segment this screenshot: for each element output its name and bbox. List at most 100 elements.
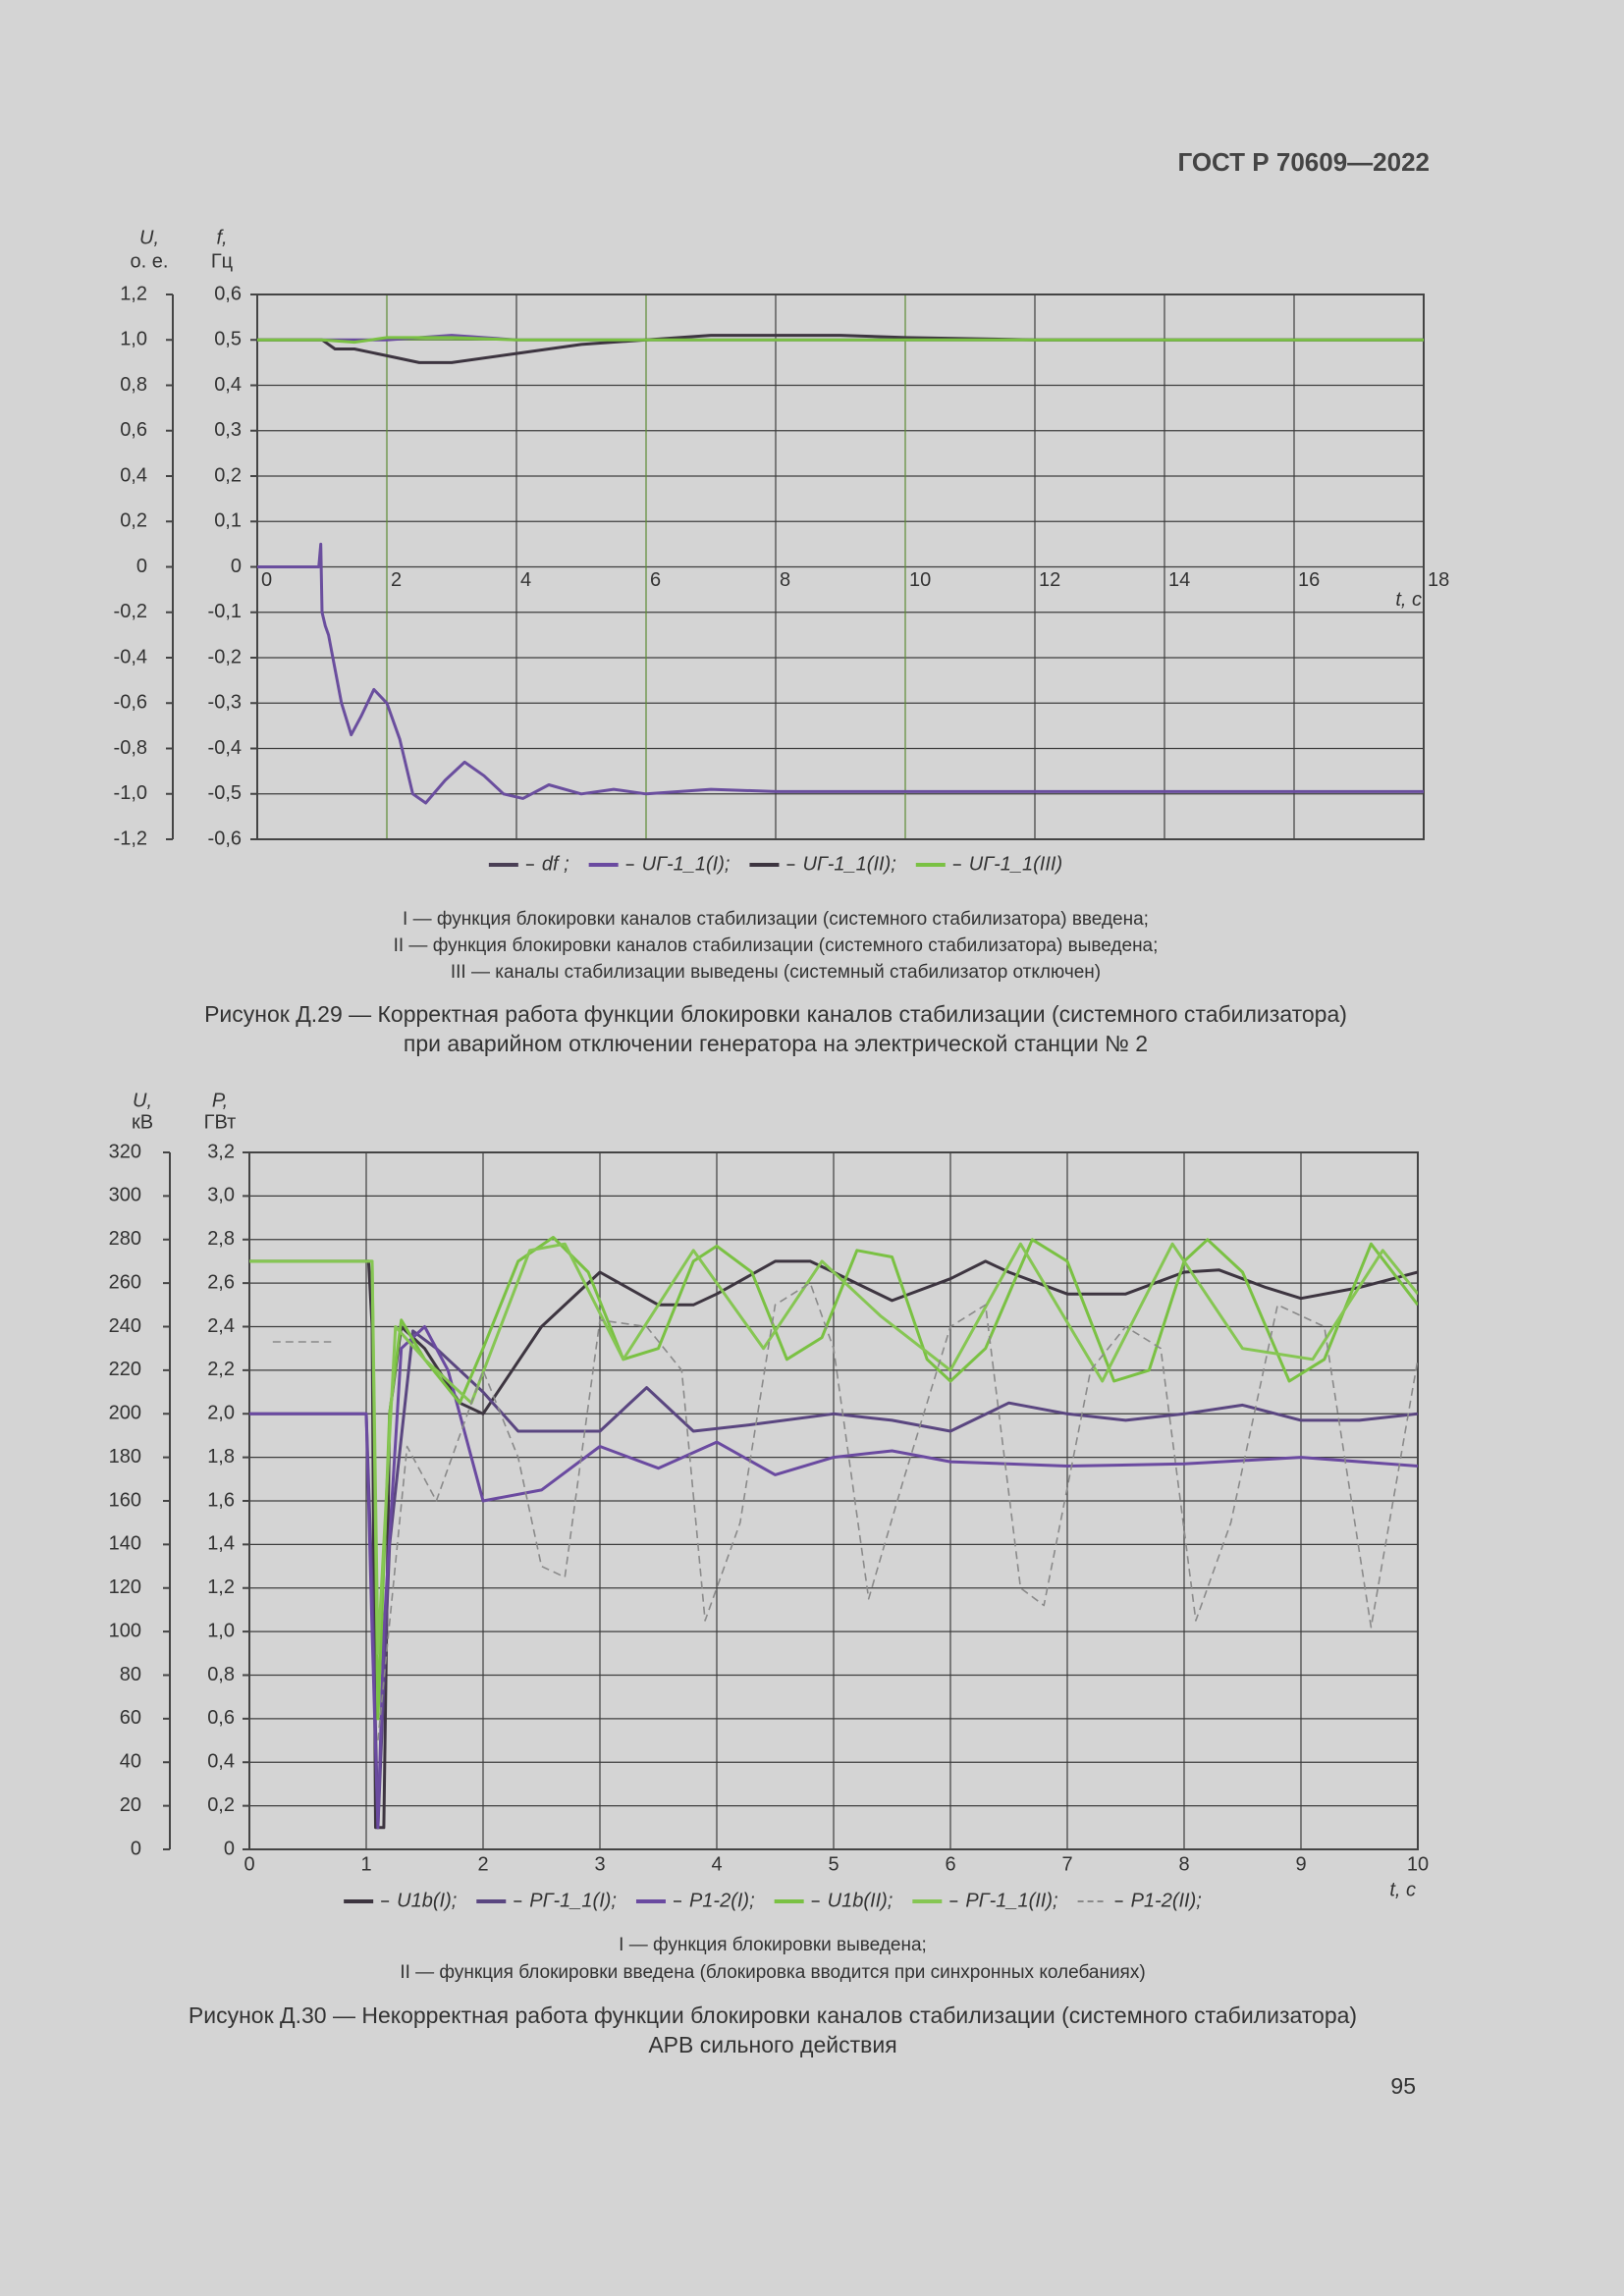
- y2-tick-label: -0,2: [208, 646, 242, 667]
- legend-label: P1-2(I);: [689, 1890, 755, 1911]
- x-tick-label: 8: [1178, 1853, 1189, 1875]
- figure-note: II — функция блокировки каналов стабилиз…: [394, 935, 1159, 956]
- y2-tick-label: 2,2: [207, 1359, 235, 1380]
- y2-axis-label: Гц: [211, 250, 233, 272]
- x-tick-label: 10: [909, 569, 931, 591]
- y-axis-label: о. е.: [131, 250, 169, 272]
- y2-tick-label: -0,4: [208, 737, 242, 759]
- legend-label: PГ-1_1(II);: [965, 1890, 1057, 1911]
- y-tick-label: 0,4: [120, 464, 147, 486]
- x-tick-label: 7: [1061, 1853, 1072, 1875]
- series-line: [249, 1325, 1418, 1830]
- y-tick-label: 260: [109, 1271, 141, 1293]
- y-tick-label: -1,0: [114, 782, 147, 804]
- x-axis-label: t, с: [1395, 589, 1422, 611]
- y2-tick-label: -0,3: [208, 692, 242, 714]
- y-tick-label: 180: [109, 1446, 141, 1468]
- y-tick-label: 300: [109, 1185, 141, 1206]
- x-tick-label: 10: [1407, 1853, 1429, 1875]
- y2-axis-label: P,: [212, 1090, 228, 1111]
- plot-area: [257, 334, 1424, 805]
- legend-label: U1b(II);: [828, 1890, 893, 1911]
- x-tick-label: 4: [520, 569, 531, 591]
- plot-area: [249, 1236, 1418, 1830]
- x-tick-label: 4: [711, 1853, 722, 1875]
- x-tick-label: 0: [261, 569, 272, 591]
- y-tick-label: -0,6: [114, 692, 147, 714]
- page-number: 95: [1390, 2073, 1416, 2099]
- figure-note: I — функция блокировки каналов стабилиза…: [403, 909, 1149, 930]
- x-tick-label: 8: [780, 569, 790, 591]
- y2-tick-label: 0,2: [214, 464, 242, 486]
- figure-caption: при аварийном отключении генератора на э…: [404, 1031, 1148, 1056]
- series-line: [257, 334, 1424, 364]
- x-tick-label: 6: [650, 569, 661, 591]
- y-tick-label: 100: [109, 1620, 141, 1641]
- y2-axis-label: f,: [216, 227, 227, 248]
- series-line: [249, 1242, 1418, 1655]
- plot-frame: [248, 1151, 1419, 1850]
- y2-tick-label: 0,6: [207, 1707, 235, 1729]
- y-axis-label: U,: [133, 1090, 152, 1111]
- y-tick-label: 120: [109, 1576, 141, 1598]
- y2-tick-label: 0: [231, 556, 242, 577]
- legend: df ; UГ-1_1(I); UГ-1_1(II); UГ-1_1(III): [488, 853, 1062, 875]
- y2-tick-label: 2,6: [207, 1271, 235, 1293]
- y-tick-label: 280: [109, 1228, 141, 1250]
- figure-note: II — функция блокировки введена (блокиро…: [400, 1962, 1145, 1983]
- y2-tick-label: 2,0: [207, 1403, 235, 1424]
- series-line: [272, 1282, 1418, 1741]
- y2-tick-label: 3,2: [207, 1141, 235, 1162]
- y-tick-label: 60: [120, 1707, 141, 1729]
- y2-tick-label: 0,4: [207, 1751, 235, 1773]
- y-axis-label: U,: [139, 227, 159, 248]
- x-tick-label: 0: [244, 1853, 254, 1875]
- y-tick-label: 220: [109, 1359, 141, 1380]
- x-tick-label: 3: [594, 1853, 605, 1875]
- series-line: [249, 1236, 1418, 1721]
- y-tick-label: 20: [120, 1794, 141, 1816]
- x-tick-label: 2: [391, 569, 402, 591]
- series-line: [257, 336, 1424, 345]
- y-axis-label: кВ: [132, 1111, 153, 1133]
- figure-note: III — каналы стабилизации выведены (сист…: [451, 962, 1101, 983]
- x-axis-label: t, с: [1389, 1879, 1416, 1900]
- y2-tick-label: 0,4: [214, 374, 242, 396]
- y-tick-label: -1,2: [114, 828, 147, 849]
- legend-label: UГ-1_1(III): [969, 853, 1062, 875]
- y-tick-label: 40: [120, 1751, 141, 1773]
- y-tick-label: 240: [109, 1315, 141, 1337]
- y2-tick-label: -0,6: [208, 828, 242, 849]
- header: ГОСТ Р 70609—2022: [1177, 147, 1430, 177]
- x-tick-label: 1: [360, 1853, 371, 1875]
- y2-tick-label: 0,2: [207, 1794, 235, 1816]
- y-tick-label: 0,2: [120, 510, 147, 532]
- y2-axis-label: ГВт: [204, 1111, 237, 1133]
- y-tick-label: 0: [136, 556, 147, 577]
- y-tick-label: 140: [109, 1533, 141, 1555]
- y2-tick-label: 1,2: [207, 1576, 235, 1598]
- y2-tick-label: 0,1: [214, 510, 242, 532]
- figure-caption: Рисунок Д.29 — Корректная работа функции…: [204, 1001, 1347, 1027]
- x-tick-label: 2: [477, 1853, 488, 1875]
- y-tick-label: 0: [131, 1838, 141, 1859]
- y-tick-label: -0,2: [114, 601, 147, 622]
- y-tick-label: -0,4: [114, 646, 147, 667]
- legend-label: UГ-1_1(I);: [642, 853, 731, 875]
- y-tick-label: 80: [120, 1664, 141, 1685]
- x-tick-label: 6: [945, 1853, 955, 1875]
- legend-label: UГ-1_1(II);: [802, 853, 895, 875]
- legend-label: U1b(I);: [397, 1890, 457, 1911]
- y-tick-label: 200: [109, 1403, 141, 1424]
- legend-label: P1-2(II);: [1131, 1890, 1202, 1911]
- series-line: [257, 542, 1424, 805]
- figure-caption: АРВ сильного действия: [648, 2032, 896, 2057]
- x-tick-label: 9: [1295, 1853, 1306, 1875]
- x-tick-label: 18: [1428, 569, 1449, 591]
- y2-tick-label: 0,6: [214, 283, 242, 304]
- y2-tick-label: 0,5: [214, 329, 242, 350]
- x-tick-label: 5: [828, 1853, 839, 1875]
- legend-label: PГ-1_1(I);: [529, 1890, 617, 1911]
- y2-tick-label: -0,5: [208, 782, 242, 804]
